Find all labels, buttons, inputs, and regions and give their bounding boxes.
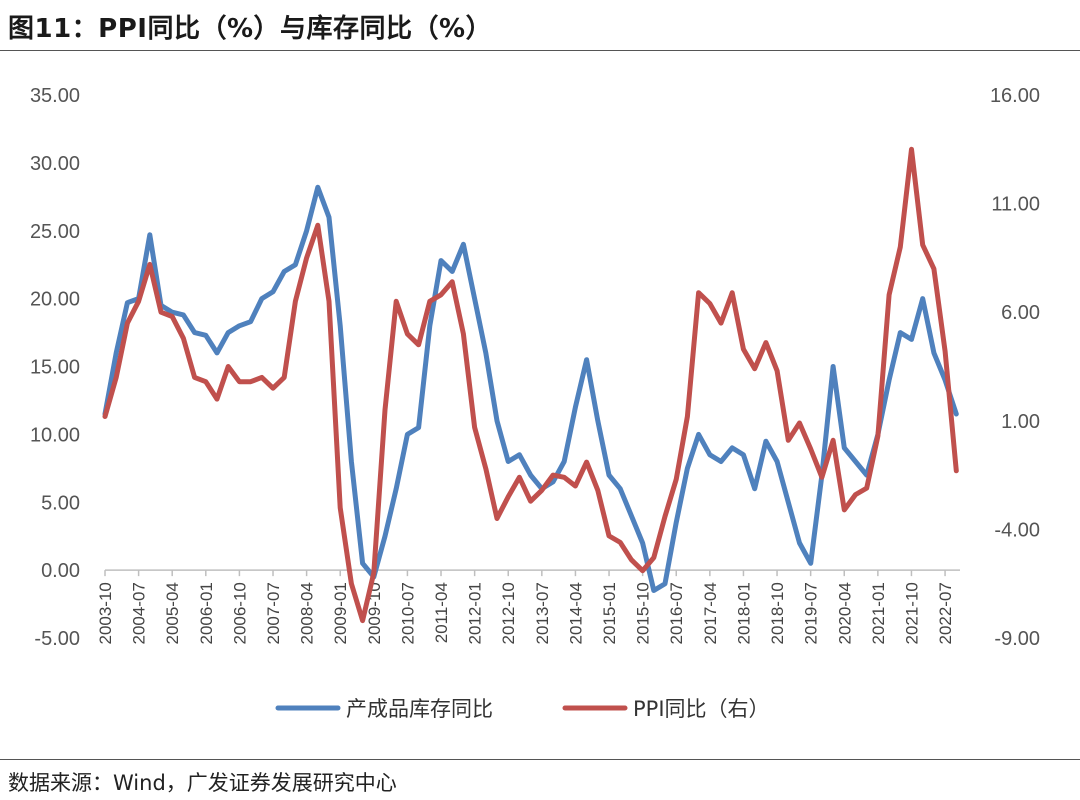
x-axis-tick: 2008-04 xyxy=(298,582,317,644)
right-axis-tick: -9.00 xyxy=(994,628,1040,650)
x-axis-tick: 2004-07 xyxy=(130,582,149,644)
x-axis-tick: 2021-01 xyxy=(869,582,888,644)
x-axis-tick: 2021-10 xyxy=(902,582,921,644)
right-axis-tick: 6.00 xyxy=(1001,302,1040,324)
left-axis-tick: -5.00 xyxy=(34,628,80,650)
x-axis-tick: 2016-07 xyxy=(667,582,686,644)
x-axis-tick: 2014-04 xyxy=(566,582,585,644)
x-axis-tick: 2018-10 xyxy=(768,582,787,644)
x-axis-tick: 2006-10 xyxy=(230,582,249,644)
bottom-divider xyxy=(0,759,1080,760)
x-axis-tick: 2010-07 xyxy=(398,582,417,644)
left-axis-tick: 25.00 xyxy=(30,221,80,243)
left-axis-tick: 0.00 xyxy=(41,560,80,582)
x-axis-tick: 2019-07 xyxy=(802,582,821,644)
line-chart: 35.00 30.00 25.00 20.00 15.00 10.00 5.00 0.00 -5… xyxy=(30,85,1040,721)
left-axis-tick: 5.00 xyxy=(41,492,80,514)
x-axis-tick: 2012-10 xyxy=(499,582,518,644)
x-axis-tick: 2017-04 xyxy=(701,582,720,644)
x-axis-tick: 2013-07 xyxy=(533,582,552,644)
source-note: 数据来源：Wind，广发证券发展研究中心 xyxy=(8,771,397,795)
right-axis-tick: 1.00 xyxy=(1001,411,1040,433)
x-axis-tick: 2022-07 xyxy=(936,582,955,644)
left-axis-tick: 20.00 xyxy=(30,289,80,311)
left-axis-tick: 10.00 xyxy=(30,424,80,446)
x-axis-tick: 2006-01 xyxy=(197,582,216,644)
top-divider xyxy=(0,50,1080,51)
x-axis-tick: 2003-10 xyxy=(96,582,115,644)
legend-label-ppi: PPI同比（右） xyxy=(633,697,770,721)
right-axis-tick: 16.00 xyxy=(990,85,1040,107)
x-axis-tick: 2012-01 xyxy=(466,582,485,644)
x-axis-tick: 2005-04 xyxy=(163,582,182,644)
x-axis-tick: 2009-01 xyxy=(331,582,350,644)
x-axis-tick: 2011-04 xyxy=(432,582,451,643)
series-line-ppi xyxy=(102,146,959,624)
x-axis-tick: 2020-04 xyxy=(835,582,854,644)
series-line-inventory xyxy=(102,184,959,593)
left-axis-tick: 35.00 xyxy=(30,85,80,107)
chart-title: 图11：PPI同比（%）与库存同比（%） xyxy=(8,14,493,44)
x-axis-tick: 2015-01 xyxy=(600,582,619,644)
left-axis-tick: 30.00 xyxy=(30,153,80,175)
right-axis-tick: 11.00 xyxy=(991,194,1040,216)
x-axis-tick: 2018-01 xyxy=(734,582,753,644)
legend-label-inventory: 产成品库存同比 xyxy=(346,697,493,721)
right-axis-tick: -4.00 xyxy=(994,519,1040,541)
left-axis-tick: 15.00 xyxy=(30,357,80,379)
x-axis-tick: 2007-07 xyxy=(264,582,283,644)
x-axis-tick: 2015-10 xyxy=(634,582,653,644)
